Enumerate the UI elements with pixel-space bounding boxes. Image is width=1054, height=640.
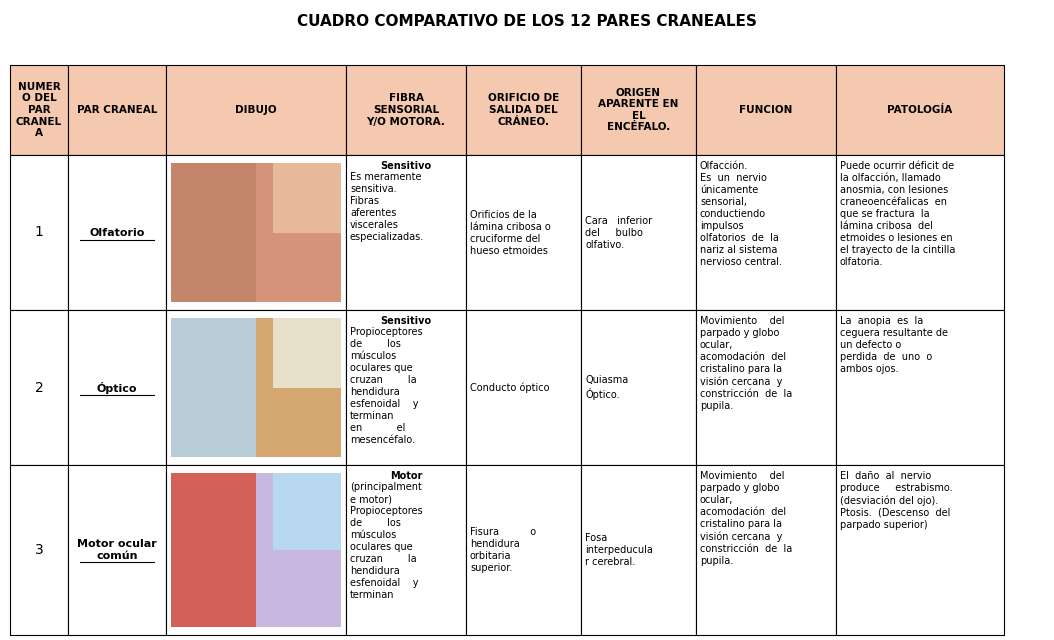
Bar [171, 318, 256, 457]
Text: CUADRO COMPARATIVO DE LOS 12 PARES CRANEALES: CUADRO COMPARATIVO DE LOS 12 PARES CRANE… [297, 15, 757, 29]
Text: PAR CRANEAL: PAR CRANEAL [77, 105, 157, 115]
Bar [69, 65, 165, 155]
Text: 2: 2 [35, 381, 43, 394]
Text: Fisura          o
hendidura
orbitaria
superior.: Fisura o hendidura orbitaria superior. [470, 527, 536, 573]
Bar [581, 465, 696, 635]
Text: ORIFICIO DE
SALIDA DEL
CRÁNEO.: ORIFICIO DE SALIDA DEL CRÁNEO. [488, 93, 559, 127]
Text: Propioceptores
de        los
músculos
oculares que
cruzan        la
hendidura
es: Propioceptores de los músculos oculares … [350, 327, 423, 445]
Bar [273, 163, 341, 232]
Text: La  anopia  es  la
ceguera resultante de
un defecto o
perdida  de  uno  o
ambos : La anopia es la ceguera resultante de un… [840, 316, 948, 374]
Bar [466, 310, 581, 465]
Text: Quiasma
Óptico.: Quiasma Óptico. [585, 375, 628, 400]
Text: FIBRA
SENSORIAL
Y/O MOTORA.: FIBRA SENSORIAL Y/O MOTORA. [367, 93, 446, 127]
Bar [696, 310, 836, 465]
Bar [581, 310, 696, 465]
Text: 3: 3 [35, 543, 43, 557]
Bar [165, 310, 346, 465]
Text: Es meramente
sensitiva.
Fibras
aferentes
viscerales
especializadas.: Es meramente sensitiva. Fibras aferentes… [350, 172, 425, 242]
Bar [165, 155, 346, 310]
Text: DIBUJO: DIBUJO [235, 105, 277, 115]
Bar [696, 155, 836, 310]
Bar [165, 465, 346, 635]
Bar [836, 465, 1004, 635]
Text: Orificios de la
lámina cribosa o
cruciforme del
hueso etmoides: Orificios de la lámina cribosa o crucifo… [470, 209, 551, 255]
Bar [346, 465, 466, 635]
Text: Conducto óptico: Conducto óptico [470, 382, 549, 393]
Bar [69, 155, 165, 310]
Bar [581, 65, 696, 155]
Bar [171, 163, 341, 302]
Bar [165, 65, 346, 155]
Bar [171, 473, 256, 627]
Text: NUMER
O DEL
PAR
CRANEL
A: NUMER O DEL PAR CRANEL A [16, 82, 62, 138]
Bar [466, 155, 581, 310]
Bar [346, 155, 466, 310]
Bar [696, 65, 836, 155]
Bar [466, 465, 581, 635]
Text: Fosa
interpeducula
r cerebral.: Fosa interpeducula r cerebral. [585, 533, 652, 567]
Bar [836, 65, 1004, 155]
Text: Óptico: Óptico [97, 381, 137, 394]
Text: (principalment
e motor)
Propioceptores
de        los
músculos
oculares que
cruza: (principalment e motor) Propioceptores d… [350, 482, 423, 600]
Bar [9, 155, 69, 310]
Bar [171, 163, 256, 302]
Text: Sensitivo: Sensitivo [380, 316, 431, 326]
Text: Olfacción.
Es  un  nervio
únicamente
sensorial,
conductiendo
impulsos
olfatorios: Olfacción. Es un nervio únicamente senso… [700, 161, 782, 267]
Text: Puede ocurrir déficit de
la olfacción, llamado
anosmia, con lesiones
craneoencéf: Puede ocurrir déficit de la olfacción, l… [840, 161, 955, 267]
Bar [69, 310, 165, 465]
Text: Motor ocular
común: Motor ocular común [77, 539, 157, 561]
Text: El  daño  al  nervio
produce     estrabismo.
(desviación del ojo).
Ptosis.  (Des: El daño al nervio produce estrabismo. (d… [840, 471, 953, 530]
Bar [581, 155, 696, 310]
Text: Movimiento    del
parpado y globo
ocular,
acomodación  del
cristalino para la
vi: Movimiento del parpado y globo ocular, a… [700, 471, 793, 566]
Text: Cara   inferior
del     bulbo
olfativo.: Cara inferior del bulbo olfativo. [585, 216, 652, 250]
Bar [9, 65, 69, 155]
Text: PATOLOGÍA: PATOLOGÍA [887, 105, 953, 115]
Bar [9, 310, 69, 465]
Text: Movimiento    del
parpado y globo
ocular,
acomodación  del
cristalino para la
vi: Movimiento del parpado y globo ocular, a… [700, 316, 793, 411]
Bar [836, 310, 1004, 465]
Bar [171, 473, 341, 627]
Text: Olfatorio: Olfatorio [90, 227, 144, 237]
Text: Sensitivo: Sensitivo [380, 161, 431, 171]
Bar [346, 65, 466, 155]
Text: ORIGEN
APARENTE EN
EL
ENCÉFALO.: ORIGEN APARENTE EN EL ENCÉFALO. [599, 88, 679, 132]
Bar [836, 155, 1004, 310]
Bar [9, 465, 69, 635]
Text: Motor: Motor [390, 471, 423, 481]
Text: 1: 1 [35, 225, 43, 239]
Bar [466, 65, 581, 155]
Bar [346, 310, 466, 465]
Bar [69, 465, 165, 635]
Bar [273, 318, 341, 387]
Bar [273, 473, 341, 550]
Bar [696, 465, 836, 635]
Bar [171, 318, 341, 457]
Text: FUNCION: FUNCION [739, 105, 793, 115]
